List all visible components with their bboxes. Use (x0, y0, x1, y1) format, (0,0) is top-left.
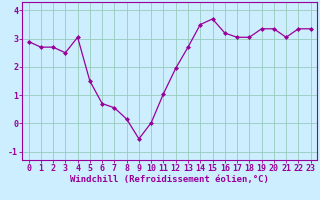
X-axis label: Windchill (Refroidissement éolien,°C): Windchill (Refroidissement éolien,°C) (70, 175, 269, 184)
